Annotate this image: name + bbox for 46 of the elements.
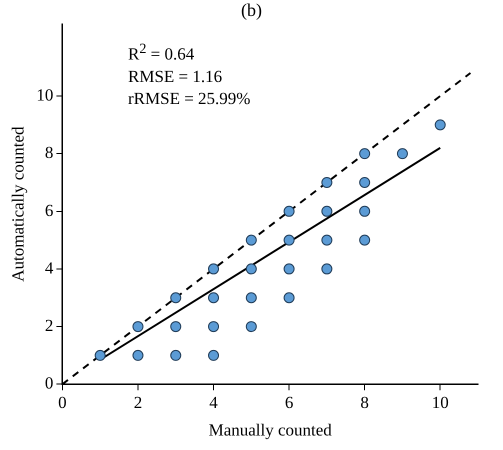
point (208, 263, 220, 274)
y-tick-label: 4 (44, 258, 54, 278)
point (246, 321, 257, 332)
point (246, 234, 257, 246)
y-tick-label: 0 (44, 374, 54, 393)
point (132, 350, 144, 361)
point (94, 350, 106, 361)
point (170, 292, 182, 304)
point (359, 148, 370, 160)
annotation: RMSE = 1.16 (128, 66, 224, 88)
y-tick-label: 6 (44, 200, 54, 220)
x-tick-label: 0 (58, 392, 67, 412)
point (284, 292, 295, 304)
x-tick-label: 6 (284, 392, 294, 412)
annotation: rRMSE = 25.99% (128, 88, 250, 110)
point (208, 292, 220, 304)
point (359, 176, 370, 188)
point (208, 350, 220, 361)
point (359, 206, 370, 217)
point (434, 119, 446, 130)
point (321, 176, 332, 188)
point (321, 206, 332, 217)
point (208, 321, 220, 332)
y-axis-title: Automatically counted (8, 126, 28, 282)
point (170, 321, 182, 332)
point (246, 263, 257, 274)
point (321, 234, 332, 246)
point (359, 234, 370, 246)
point (321, 263, 332, 274)
point (396, 148, 408, 160)
y-tick-label: 2 (44, 316, 54, 336)
x-tick-label: 10 (432, 392, 449, 412)
x-axis-title: Manually counted (208, 420, 332, 440)
annotation: R$^{2}$ = 0.64 (128, 40, 196, 66)
x-tick-label: 4 (209, 392, 218, 412)
point (284, 234, 295, 246)
y-tick-label: 10 (36, 86, 54, 105)
point (132, 321, 144, 332)
y-tick-label: 8 (44, 143, 54, 162)
point (284, 206, 295, 217)
point (284, 263, 295, 274)
x-tick-label: 2 (134, 392, 142, 412)
x-tick-label: 8 (360, 392, 369, 412)
point (246, 292, 257, 304)
chart-title: (b) (240, 0, 263, 20)
point (170, 350, 182, 361)
